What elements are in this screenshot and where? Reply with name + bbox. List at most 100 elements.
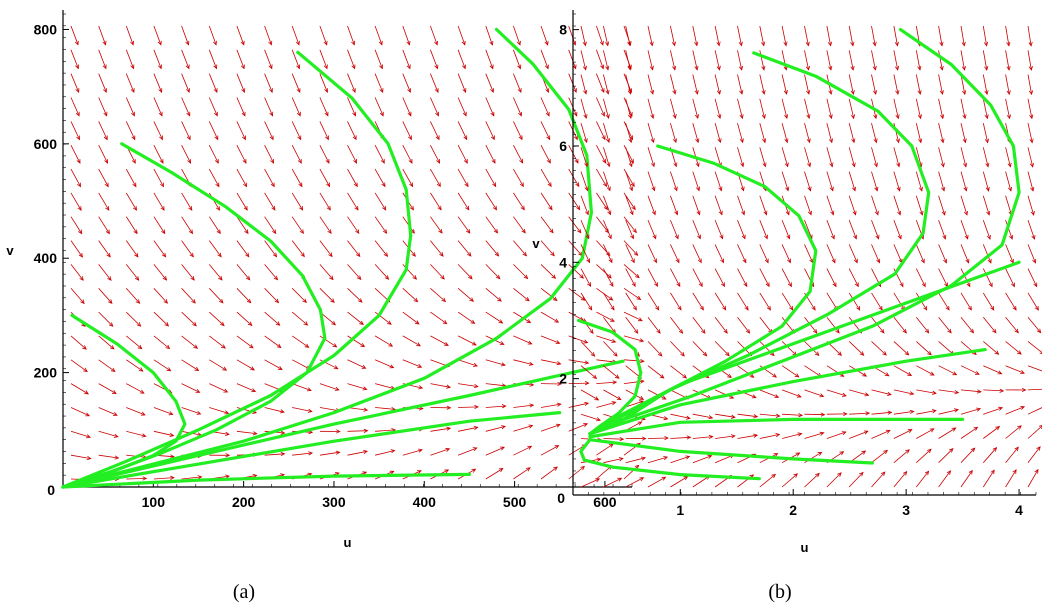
field-arrow	[209, 407, 229, 414]
field-arrow	[125, 73, 135, 93]
field-arrow	[430, 287, 446, 302]
field-arrow-head	[160, 182, 164, 188]
trajectory-5	[588, 260, 1021, 436]
field-arrow	[153, 430, 174, 437]
field-arrow-head	[552, 296, 558, 302]
field-arrow	[540, 192, 553, 210]
field-arrow-head	[161, 252, 167, 258]
field-arrow-head	[169, 432, 175, 437]
field-arrow-head	[113, 433, 119, 438]
field-arrow	[983, 341, 999, 355]
field-arrow-head	[595, 478, 601, 483]
field-arrow-head	[417, 363, 423, 368]
field-arrow-head	[641, 456, 647, 461]
field-arrow-head	[794, 373, 800, 378]
field-arrow-head	[985, 162, 990, 168]
field-arrow	[430, 216, 443, 234]
field-arrow	[714, 171, 722, 191]
field-arrow-head	[464, 182, 469, 188]
field-arrow-head	[887, 391, 892, 396]
field-arrow-head	[213, 64, 218, 70]
field-arrow-head	[137, 344, 143, 350]
field-arrow-head	[324, 88, 329, 94]
field-arrow	[960, 244, 969, 263]
field-arrow	[826, 316, 840, 334]
field-arrow	[264, 73, 273, 93]
field-arrow	[759, 413, 780, 417]
y-tick-label: 8	[559, 22, 567, 38]
field-arrow	[125, 216, 138, 234]
field-arrow-head	[961, 41, 966, 47]
field-arrow-head	[158, 88, 163, 94]
field-arrow	[374, 240, 388, 257]
field-arrow-head	[133, 229, 138, 235]
trajectory-7	[588, 417, 965, 439]
field-arrow-head	[865, 411, 871, 416]
field-arrow	[70, 216, 83, 234]
field-arrow-head	[807, 162, 812, 168]
field-arrow	[826, 123, 833, 143]
field-arrow-head	[489, 64, 494, 70]
field-arrow-head	[590, 352, 596, 357]
field-arrow	[982, 219, 991, 240]
field-arrow	[938, 25, 943, 46]
field-arrow-head	[413, 297, 419, 303]
field-arrow-head	[990, 305, 995, 311]
field-arrow-head	[109, 345, 115, 350]
field-arrow-head	[444, 341, 449, 346]
field-arrow	[319, 288, 335, 303]
field-arrow	[804, 316, 818, 334]
field-arrow-head	[493, 228, 499, 234]
field-arrow-head	[249, 344, 254, 349]
field-arrow-head	[672, 114, 677, 119]
field-arrow	[1005, 365, 1025, 374]
field-arrow-head	[327, 229, 332, 235]
field-arrow	[737, 365, 754, 378]
field-arrow	[1005, 219, 1013, 240]
field-arrow-head	[920, 258, 925, 264]
field-arrow	[208, 73, 218, 93]
field-arrow	[603, 98, 609, 119]
field-arrow	[625, 244, 635, 263]
field-arrow-head	[649, 41, 654, 47]
field-arrow-head	[361, 364, 367, 369]
trajectory-7	[61, 472, 471, 489]
field-arrow	[596, 49, 604, 69]
field-arrow-head	[114, 455, 120, 460]
field-arrow	[692, 195, 700, 215]
field-arrow	[826, 292, 838, 311]
field-arrow-head	[909, 391, 915, 396]
field-arrow-head	[617, 477, 623, 482]
field-arrow-head	[994, 350, 1000, 355]
field-arrow	[596, 216, 609, 233]
field-arrow-head	[1028, 65, 1033, 71]
field-arrow	[1027, 219, 1035, 240]
field-arrow-head	[744, 305, 749, 311]
field-arrow	[292, 383, 312, 391]
field-arrow	[485, 145, 496, 164]
field-arrow	[781, 389, 802, 398]
field-arrow	[126, 335, 142, 350]
field-arrow-head	[501, 425, 506, 430]
field-arrow	[70, 264, 84, 281]
field-arrow-head	[722, 305, 727, 311]
field-arrow-head	[104, 159, 108, 164]
field-arrow-head	[102, 40, 107, 46]
field-arrow	[871, 147, 878, 167]
field-arrow	[960, 219, 969, 240]
field-arrow-head	[638, 317, 643, 322]
field-arrow-head	[411, 252, 416, 257]
field-arrow	[153, 49, 162, 69]
field-arrow-head	[984, 138, 989, 144]
field-arrow-head	[895, 138, 900, 144]
field-arrow	[623, 287, 641, 300]
field-arrow-head	[272, 252, 278, 258]
field-arrow-head	[962, 138, 967, 144]
field-arrow-head	[196, 410, 202, 415]
field-arrow	[209, 383, 228, 393]
field-arrow-head	[307, 408, 313, 413]
field-arrow-head	[336, 429, 341, 434]
field-arrow	[458, 426, 478, 432]
field-arrow	[540, 97, 550, 117]
field-arrow-head	[917, 114, 922, 120]
